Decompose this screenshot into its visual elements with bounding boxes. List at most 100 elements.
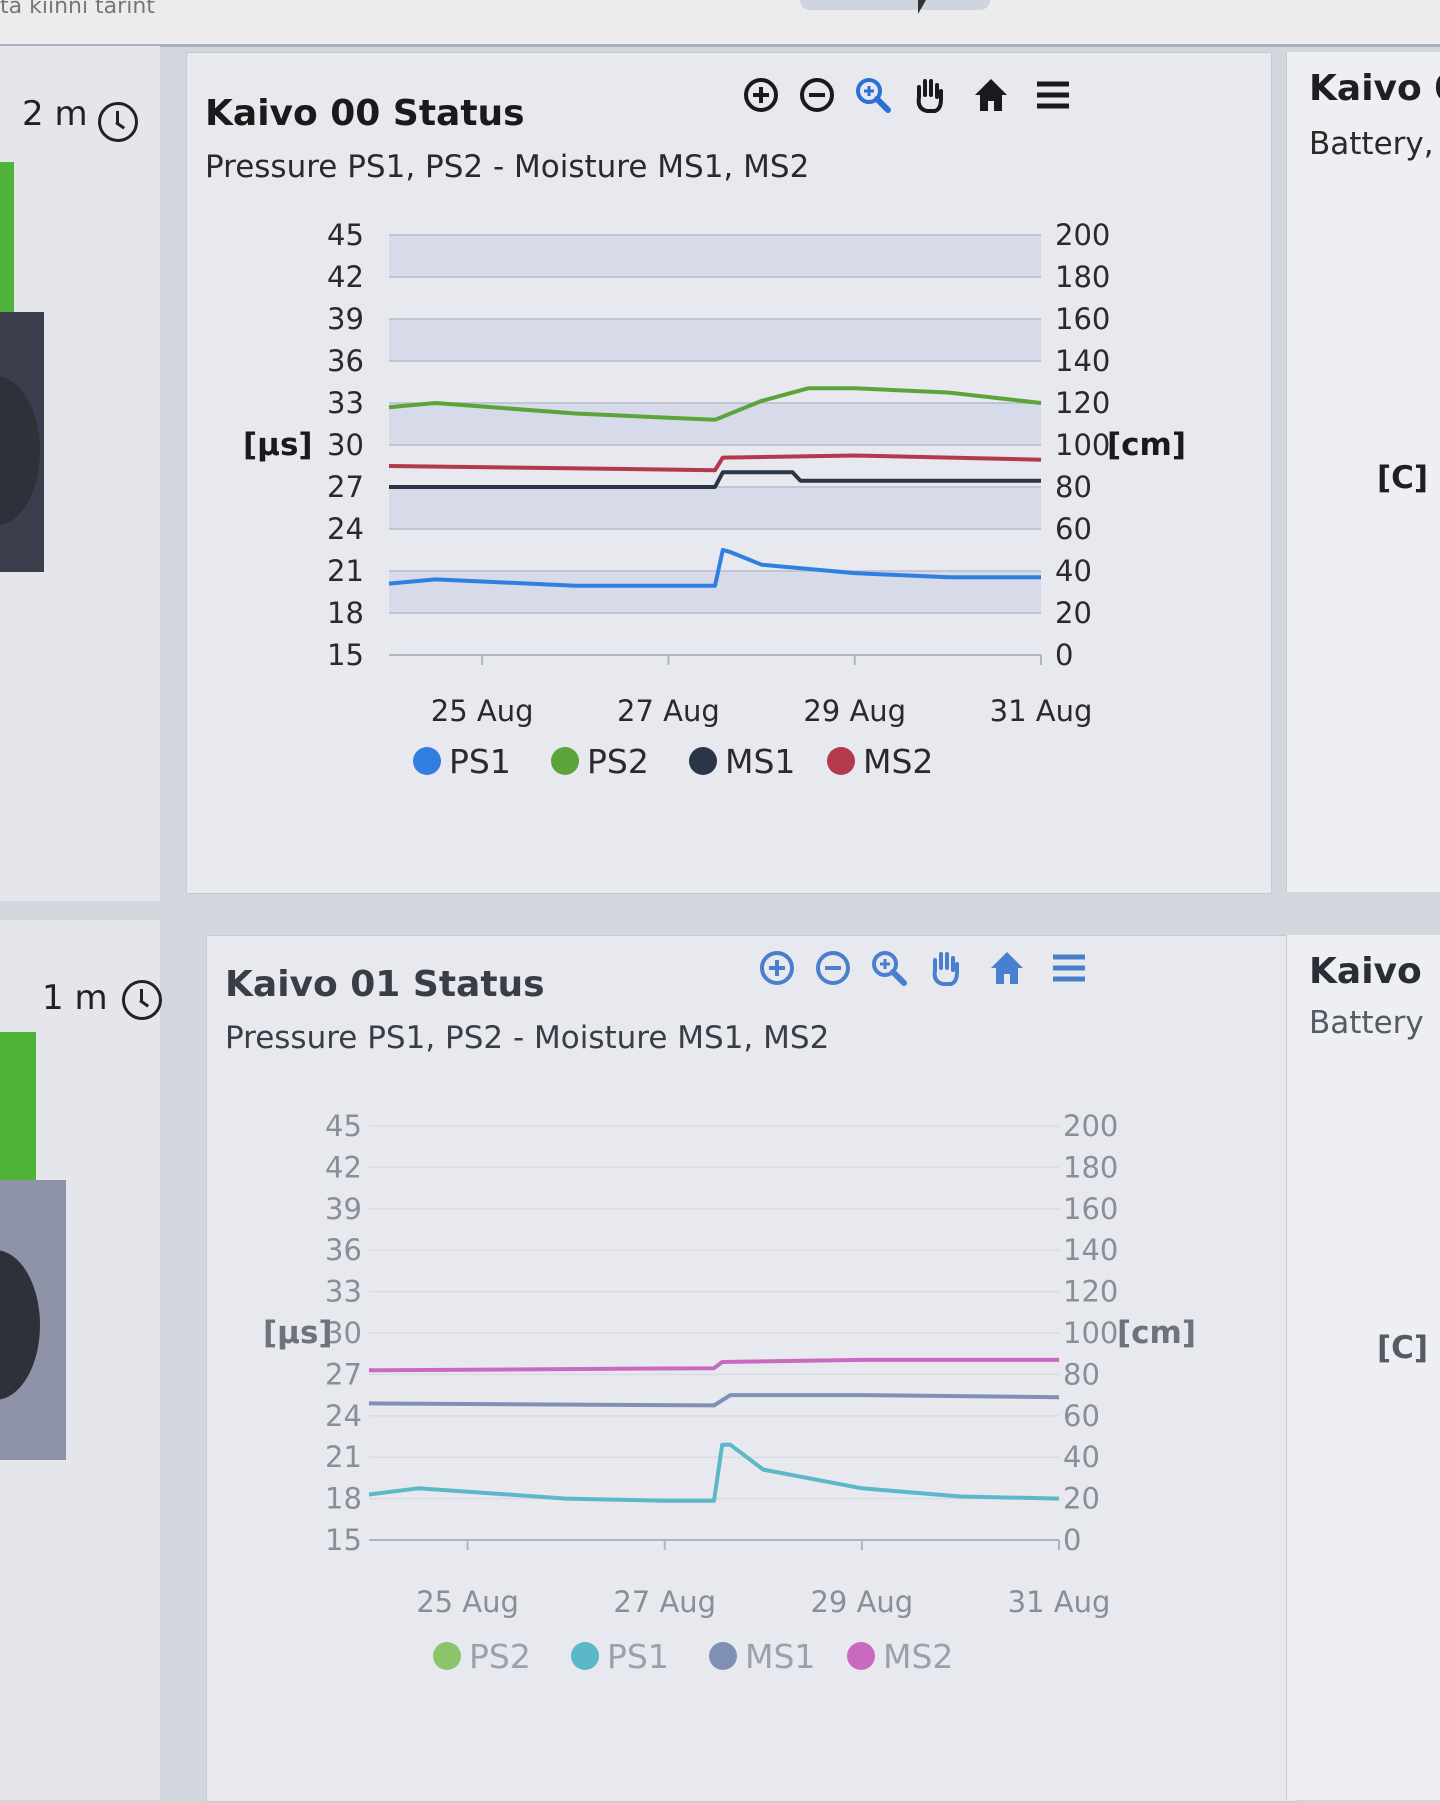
- grid-band: [389, 235, 1041, 277]
- y-right-tick-label: 160: [1063, 1192, 1118, 1226]
- chart-card-kaivo-00: Kaivo 00 Status Pressure PS1, PS2 - Mois…: [186, 52, 1272, 894]
- y-right-tick-label: 200: [1055, 218, 1110, 252]
- y-right-axis-label: [cm]: [1107, 427, 1186, 463]
- series-line-ps1[interactable]: [368, 1442, 1060, 1503]
- y-left-tick-label: 36: [325, 1233, 362, 1267]
- grid-band: [389, 319, 1041, 361]
- x-tick-label: 29 Aug: [810, 1585, 913, 1619]
- side-card-subtitle: Battery: [1309, 1005, 1424, 1041]
- y-left-tick-label: 15: [325, 1523, 362, 1557]
- legend-item-ps2[interactable]: PS2: [551, 742, 649, 781]
- side-card-unit: [C]: [1377, 460, 1429, 496]
- y-right-tick-label: 180: [1063, 1150, 1118, 1184]
- legend-label: MS1: [725, 742, 795, 781]
- y-right-tick-label: 60: [1055, 512, 1092, 546]
- y-left-tick-label: 30: [327, 428, 364, 462]
- browser-tab[interactable]: [800, 0, 990, 10]
- chart-plot[interactable]: 15 18 21 24 27 30 33 36 39 42 45 0 20 40 60 80 100 120 140…: [207, 936, 1297, 1801]
- y-right-tick-label: 0: [1063, 1523, 1081, 1557]
- side-card-subtitle: Battery, T: [1309, 126, 1440, 162]
- left-status-panel-1: 1 m: [0, 920, 162, 1800]
- legend-item-ms2[interactable]: MS2: [827, 742, 933, 781]
- chart-plot[interactable]: 15 18 21 24 27 30 33 36 39 42 45 0 20 40 60 80 100 120 140…: [187, 53, 1271, 893]
- legend-marker: [827, 747, 855, 775]
- chart-title: Kaivo 00 Status: [205, 93, 525, 134]
- home-icon[interactable]: [971, 75, 1011, 115]
- legend-label: MS1: [745, 1637, 815, 1676]
- last-update-age: 2 m: [22, 94, 88, 134]
- grid-band: [389, 487, 1041, 529]
- y-right-tick-label: 140: [1063, 1233, 1118, 1267]
- y-left-tick-label: 42: [325, 1150, 362, 1184]
- y-right-tick-label: 180: [1055, 260, 1110, 294]
- zoom-in-icon[interactable]: [757, 948, 797, 988]
- x-tick-label: 29 Aug: [803, 694, 906, 728]
- legend-marker: [709, 1642, 737, 1670]
- y-right-axis-label: [cm]: [1117, 1315, 1196, 1351]
- pan-hand-icon[interactable]: [925, 948, 965, 988]
- y-left-axis-label: [μs]: [243, 427, 313, 463]
- y-left-tick-label: 39: [325, 1192, 362, 1226]
- x-tick-label: 31 Aug: [1008, 1585, 1111, 1619]
- mouse-cursor-icon: [918, 0, 934, 14]
- legend-marker: [689, 747, 717, 775]
- legend-item-ps1[interactable]: PS1: [413, 742, 511, 781]
- series-line-ms2[interactable]: [368, 1357, 1059, 1373]
- menu-icon[interactable]: [1049, 948, 1089, 988]
- y-left-tick-label: 24: [325, 1399, 362, 1433]
- y-left-tick-label: 45: [327, 218, 364, 252]
- y-right-tick-label: 140: [1055, 344, 1110, 378]
- x-tick-label: 25 Aug: [431, 694, 534, 728]
- series-line-ps2[interactable]: [388, 386, 1042, 422]
- clock-icon: [98, 102, 138, 142]
- grid-band: [389, 403, 1041, 445]
- legend-label: MS2: [883, 1637, 953, 1676]
- y-left-tick-label: 33: [325, 1275, 362, 1309]
- y-right-tick-label: 40: [1063, 1440, 1100, 1474]
- y-right-tick-label: 40: [1055, 554, 1092, 588]
- legend-marker: [413, 747, 441, 775]
- series-line-ps1[interactable]: [388, 548, 1041, 588]
- chart-subtitle: Pressure PS1, PS2 - Moisture MS1, MS2: [205, 149, 810, 185]
- legend-label: PS1: [607, 1637, 669, 1676]
- y-left-tick-label: 39: [327, 302, 364, 336]
- legend-item-ps2[interactable]: PS2: [433, 1637, 531, 1676]
- zoom-in-icon[interactable]: [741, 75, 781, 115]
- zoom-out-icon[interactable]: [797, 75, 837, 115]
- zoom-out-icon[interactable]: [813, 948, 853, 988]
- side-card-1: Kaivo Battery [C]: [1286, 935, 1440, 1800]
- y-right-tick-label: 0: [1055, 638, 1073, 672]
- legend-marker: [847, 1642, 875, 1670]
- series-line-ms1[interactable]: [389, 470, 1041, 489]
- legend-item-ps1[interactable]: PS1: [571, 1637, 669, 1676]
- magnifier-icon[interactable]: [869, 948, 909, 988]
- last-update-age: 1 m: [42, 978, 108, 1018]
- legend-item-ms1[interactable]: MS1: [709, 1637, 815, 1676]
- x-tick-label: 27 Aug: [617, 694, 720, 728]
- magnifier-icon[interactable]: [853, 75, 893, 115]
- y-right-tick-label: 160: [1055, 302, 1110, 336]
- browser-topbar: ta kiinni tarint: [0, 0, 1440, 47]
- home-icon[interactable]: [987, 948, 1027, 988]
- y-right-tick-label: 20: [1063, 1482, 1100, 1516]
- series-line-ms1[interactable]: [368, 1393, 1060, 1408]
- clock-icon: [122, 980, 162, 1020]
- legend-item-ms1[interactable]: MS1: [689, 742, 795, 781]
- side-card-unit: [C]: [1377, 1330, 1429, 1366]
- y-right-tick-label: 120: [1063, 1275, 1118, 1309]
- series-line-ms2[interactable]: [388, 453, 1042, 473]
- menu-icon[interactable]: [1033, 75, 1073, 115]
- y-left-tick-label: 45: [325, 1109, 362, 1143]
- y-left-axis-label: [μs]: [263, 1315, 333, 1351]
- y-left-tick-label: 21: [325, 1440, 362, 1474]
- legend-item-ms2[interactable]: MS2: [847, 1637, 953, 1676]
- legend-label: PS2: [587, 742, 649, 781]
- y-right-tick-label: 200: [1063, 1109, 1118, 1143]
- left-status-panel-0: 2 m: [0, 46, 160, 901]
- y-right-tick-label: 60: [1063, 1399, 1100, 1433]
- pan-hand-icon[interactable]: [909, 75, 949, 115]
- side-card-title: Kaivo: [1309, 951, 1422, 992]
- y-left-tick-label: 27: [327, 470, 364, 504]
- chart-card-kaivo-01: Kaivo 01 Status Pressure PS1, PS2 - Mois…: [206, 935, 1298, 1802]
- y-left-tick-label: 18: [325, 1482, 362, 1516]
